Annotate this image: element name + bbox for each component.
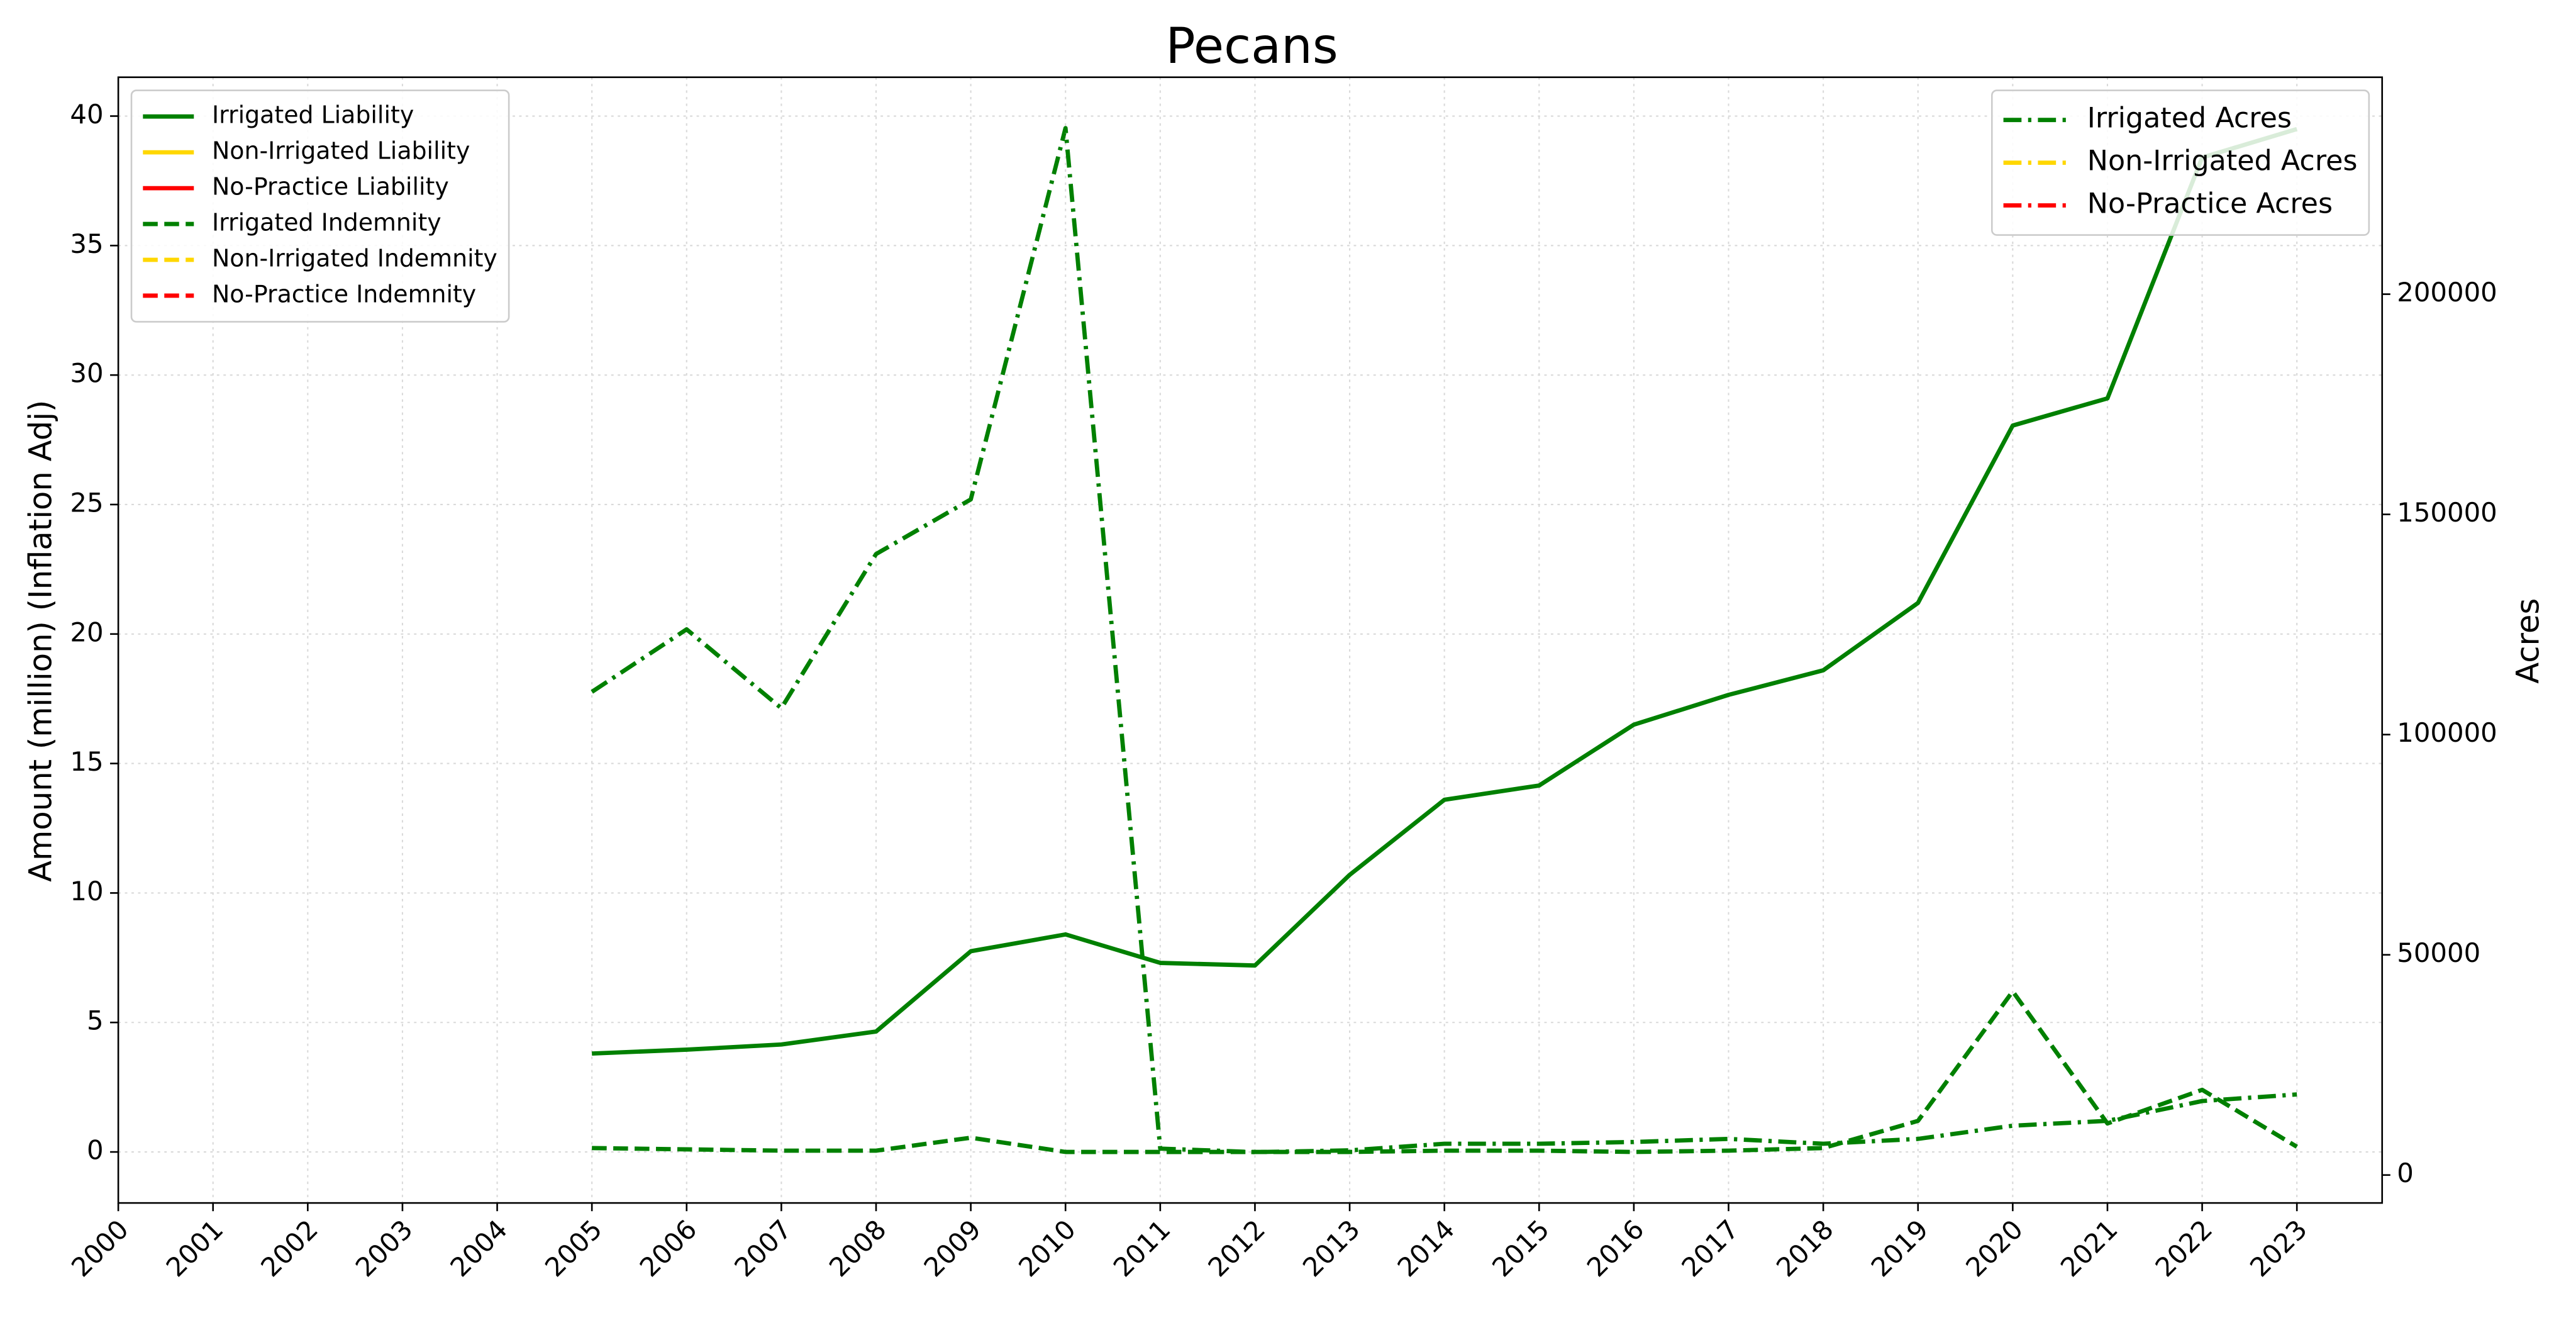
x-tick-label: 2014 [1391,1214,1460,1283]
legend-box [1990,89,2370,236]
y-tick-label: 40 [70,99,103,130]
y-tick-label: 25 [70,487,103,518]
y-axis-label: Amount (million) (Inflation Adj) [22,400,58,882]
legend: Irrigated Acres Non-Irrigated Acres No-Pra… [1990,89,2370,236]
y2-tick-label: 200000 [2397,277,2497,308]
y2-tick-label: 100000 [2397,717,2497,748]
x-tick-label: 2004 [444,1214,513,1283]
series-line [592,989,2298,1154]
y-tick-label: 20 [70,617,103,647]
legend-label: Non-Irrigated Liability [212,137,470,165]
x-tick-label: 2009 [918,1214,987,1283]
x-tick-label: 2023 [2244,1214,2313,1283]
legend-label: No-Practice Indemnity [212,280,476,308]
x-tick-label: 2003 [350,1214,419,1283]
x-tick-label: 2020 [1960,1214,2029,1283]
legend-label: No-Practice Liability [212,173,449,201]
legend-label: Irrigated Acres [2087,103,2292,135]
y2-tick-label: 50000 [2397,937,2480,968]
legend-box [130,89,510,323]
legend: Irrigated Liability Non-Irrigated Liabili… [130,89,510,323]
y-tick-label: 15 [70,746,103,777]
plot-frame [117,76,2384,1204]
x-tick-label: 2002 [255,1214,324,1283]
legend-label: Non-Irrigated Acres [2087,145,2358,177]
x-tick-label: 2007 [728,1214,797,1283]
y2-tick-label: 0 [2397,1158,2414,1188]
chart-title: Pecans [1165,18,1338,75]
y-tick-label: 10 [70,876,103,907]
y-tick-label: 0 [87,1135,104,1166]
y2-axis-label: Acres [2509,598,2546,684]
legend-label: Irrigated Indemnity [212,209,441,237]
series-line [592,126,2298,1056]
x-tick-label: 2015 [1486,1214,1555,1283]
x-tick-label: 2013 [1297,1214,1366,1283]
x-tick-label: 2011 [1108,1214,1177,1283]
y-tick-label: 30 [70,358,103,389]
x-tick-label: 2019 [1865,1214,1935,1283]
x-tick-label: 2000 [65,1214,135,1283]
x-tick-label: 2006 [634,1214,703,1283]
x-tick-label: 2008 [823,1214,892,1283]
y-tick-label: 5 [87,1005,104,1036]
x-tick-label: 2012 [1202,1214,1271,1283]
x-tick-label: 2016 [1581,1214,1650,1283]
y-tick-label: 35 [70,228,103,259]
series-line [591,126,2297,1154]
x-tick-label: 2018 [1770,1214,1840,1283]
x-tick-label: 2001 [160,1214,230,1283]
legend-label: Irrigated Liability [212,101,414,129]
x-tick-label: 2022 [2149,1214,2218,1283]
legend-label: Non-Irrigated Indemnity [212,244,497,272]
legend-label: No-Practice Acres [2087,188,2333,220]
x-tick-label: 2005 [539,1214,608,1283]
x-tick-label: 2021 [2055,1214,2124,1283]
y2-tick-label: 150000 [2397,497,2497,528]
x-tick-label: 2010 [1013,1214,1082,1283]
x-tick-label: 2017 [1675,1214,1745,1283]
